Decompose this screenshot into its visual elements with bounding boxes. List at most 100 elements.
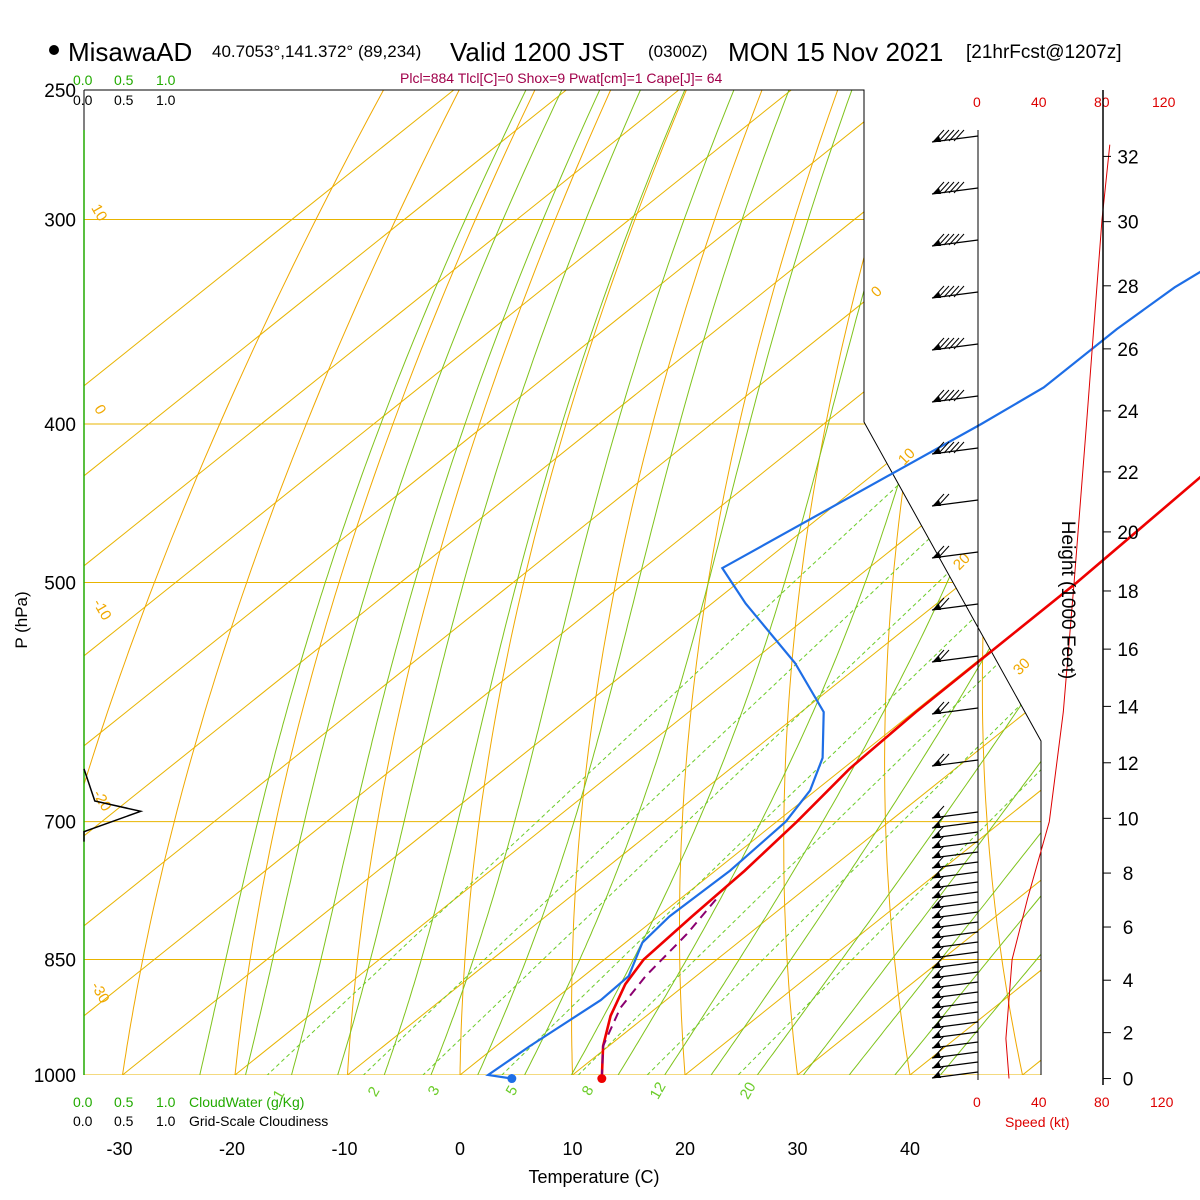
moist-adiabat xyxy=(911,90,1041,1075)
mixing-ratio-line xyxy=(230,423,965,1075)
mixing-ratio-line xyxy=(326,423,1041,1075)
height-tick-label: 28 xyxy=(1117,277,1138,298)
dry-adiabat xyxy=(783,90,924,1075)
dry-adiabat-label: 0 xyxy=(868,283,886,301)
isotherm xyxy=(234,90,1041,1075)
moist-adiabat xyxy=(821,90,1041,1075)
mixing-ratio-line xyxy=(386,423,1041,1075)
parcel-line xyxy=(600,897,718,1079)
station-coords: 40.7053°,141.372° (89,234) xyxy=(212,42,421,61)
wind-barb xyxy=(931,935,979,949)
moist-adiabat xyxy=(731,90,1041,1075)
wind-barb xyxy=(931,845,979,859)
mixing-ratio-line xyxy=(612,423,1041,1075)
moist-adiabat xyxy=(371,90,686,1075)
moist-adiabat xyxy=(236,90,563,1075)
wind-barb xyxy=(931,129,979,143)
speed-bottom-tick-40: 40 xyxy=(1031,1094,1047,1110)
stability-indices: Plcl=884 Tlcl[C]=0 Shox=9 Pwat[cm]=1 Cap… xyxy=(400,70,723,86)
wind-barb xyxy=(931,945,979,959)
moist-adiabat xyxy=(596,90,1011,1075)
height-tick-label: 12 xyxy=(1117,754,1138,775)
moist-adiabat xyxy=(776,90,1041,1075)
speed-axis-bottom: 0 40 80 120 Speed (kt) xyxy=(973,1094,1174,1130)
wind-barb xyxy=(931,1035,979,1049)
wind-barb xyxy=(931,815,979,829)
wind-barb xyxy=(931,975,979,989)
cloud-scale-bottom: 0.0 0.5 1.0 CloudWater (g/Kg) 0.0 0.5 1.… xyxy=(73,1094,328,1129)
temperature-tick-label: -20 xyxy=(219,1139,245,1159)
wind-barb xyxy=(931,181,979,195)
dry-adiabat xyxy=(345,90,625,1075)
height-tick-label: 0 xyxy=(1123,1070,1134,1091)
cloud-scale-top-green-2: 1.0 xyxy=(156,72,176,88)
thermodynamic-background xyxy=(84,90,1041,1075)
cloud-scale-top-green-0: 0.0 xyxy=(73,72,93,88)
temperature-tick-label: 0 xyxy=(455,1139,465,1159)
isotherm xyxy=(84,90,905,1075)
dry-adiabat-label: 30 xyxy=(1010,655,1034,679)
height-tick-label: 8 xyxy=(1123,864,1134,885)
isotherm xyxy=(459,90,1041,1075)
height-tick-label: 4 xyxy=(1123,971,1134,992)
speed-bottom-tick-0: 0 xyxy=(973,1094,981,1110)
speed-axis-label: Speed (kt) xyxy=(1005,1114,1070,1130)
dewpoint-line xyxy=(485,270,1200,1080)
cloud-scale-bottom-green-2: 1.0 xyxy=(156,1094,176,1110)
wind-barb xyxy=(931,885,979,899)
moist-adiabat xyxy=(416,90,735,1075)
isotherm xyxy=(84,90,792,1075)
cloud-scale-bottom-green-0: 0.0 xyxy=(73,1094,93,1110)
temperature-line xyxy=(600,475,1200,1079)
isotherm xyxy=(1022,90,1041,1075)
dry-adiabat xyxy=(679,90,849,1075)
pressure-axis: 250 300 400 500 700 850 1000 xyxy=(34,81,76,1087)
cloudiness-label: Grid-Scale Cloudiness xyxy=(189,1113,328,1129)
height-axis-label: Height (1000 Feet) xyxy=(1057,521,1078,679)
isotherm xyxy=(84,90,1017,1075)
dry-adiabat-label: -10 xyxy=(89,596,115,623)
temperature-tick-label: 20 xyxy=(675,1139,695,1159)
mixing-ratio-label: 2 xyxy=(365,1084,384,1100)
surface-dewpoint-marker xyxy=(507,1074,517,1084)
mixing-ratio-label: 20 xyxy=(737,1079,760,1102)
wind-barb xyxy=(931,855,979,869)
wind-barb xyxy=(931,895,979,909)
speed-bottom-tick-120: 120 xyxy=(1150,1094,1174,1110)
valid-time: Valid 1200 JST xyxy=(450,37,625,67)
wind-barb xyxy=(931,441,979,455)
cloud-scale-top: 0.0 0.5 1.0 0.0 0.5 1.0 xyxy=(73,72,176,108)
height-tick-label: 16 xyxy=(1117,640,1138,661)
moist-adiabat xyxy=(686,90,1041,1075)
cloud-scale-top-black-1: 0.5 xyxy=(114,92,134,108)
temperature-tick-label: 10 xyxy=(562,1139,582,1159)
valid-date: MON 15 Nov 2021 xyxy=(728,37,943,67)
cloud-scale-bottom-black-1: 0.5 xyxy=(114,1113,134,1129)
station-bullet-icon xyxy=(49,45,59,55)
wind-speed-trace xyxy=(1005,144,1111,1079)
temperature-tick-label: -30 xyxy=(106,1139,132,1159)
moist-adiabat xyxy=(191,90,527,1075)
moist-adiabat xyxy=(281,90,601,1075)
zulu-time: (0300Z) xyxy=(648,42,708,61)
wind-barb xyxy=(931,233,979,247)
sounding-series xyxy=(83,144,1200,1084)
wind-barb xyxy=(931,965,979,979)
height-tick-label: 26 xyxy=(1117,340,1138,361)
wind-barb xyxy=(931,337,979,351)
dry-adiabat xyxy=(84,90,400,1075)
height-tick-label: 6 xyxy=(1123,918,1134,939)
cloud-scale-top-black-2: 1.0 xyxy=(156,92,176,108)
dry-adiabat xyxy=(884,90,999,1075)
height-tick-label: 18 xyxy=(1117,582,1138,603)
moist-adiabat xyxy=(866,90,1041,1075)
pressure-tick-label: 850 xyxy=(44,951,76,972)
wind-barb xyxy=(931,905,979,919)
wind-barb xyxy=(931,753,979,767)
surface-temperature-marker xyxy=(597,1074,607,1084)
wind-barb xyxy=(931,1065,979,1079)
wind-barb xyxy=(931,955,979,969)
speed-top-tick-0: 0 xyxy=(973,94,981,110)
wind-barb xyxy=(931,835,979,849)
